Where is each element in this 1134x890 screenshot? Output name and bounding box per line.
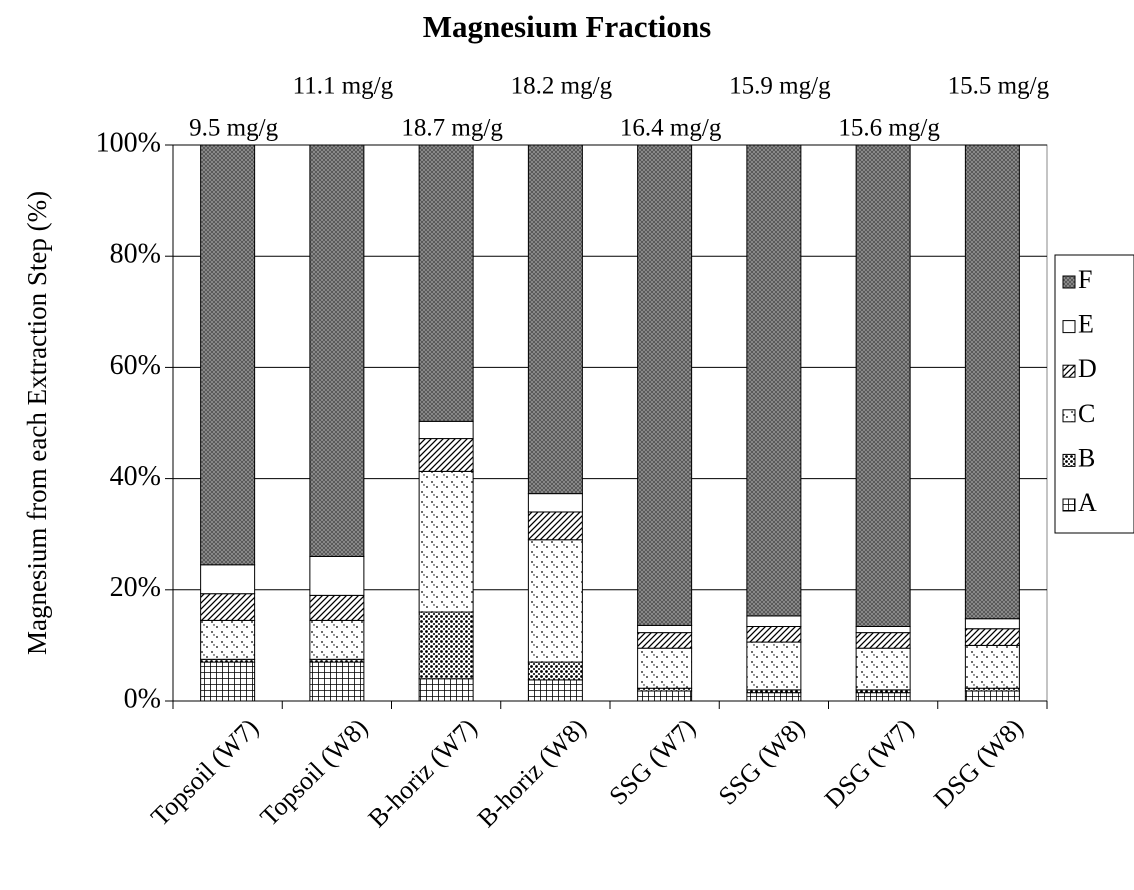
x-tick-label: Topsoil (W7) [145,713,264,832]
y-tick-label: 40% [110,461,161,492]
bar-segment [855,647,911,691]
x-tick-label: B-horiz (W8) [472,713,592,833]
bar-segment [200,619,256,660]
bar-segment [200,564,256,595]
bar-segment [527,493,583,513]
bar-segment [746,625,802,643]
bar-segment [418,611,474,680]
bar-segment [309,144,365,557]
legend-swatch [1062,275,1076,289]
bar-segment [200,593,256,621]
total-annotation: 15.9 mg/g [729,73,831,100]
bar-segment [964,618,1020,630]
x-tick-label: DSG (W7) [819,713,920,814]
chart-title: Magnesium Fractions [423,9,711,44]
y-tick-label: 20% [110,572,161,603]
legend-label: F [1078,265,1092,294]
bar-segment [527,539,583,663]
bar-segment [637,647,693,689]
bar-segment [309,555,365,596]
y-tick-label: 60% [110,350,161,381]
bar-segment [309,619,365,660]
legend-label: D [1078,354,1097,383]
legend-swatch [1062,364,1076,378]
x-tick-label: SSG (W7) [603,713,701,811]
legend-label: B [1078,443,1095,472]
plot-area [172,144,1048,702]
bar-segment [964,644,1020,689]
y-axis-label: Magnesium from each Extraction Step (%) [22,191,52,655]
total-annotation: 18.2 mg/g [511,73,613,100]
bar-segment [964,144,1020,620]
bar-segment [309,661,365,702]
bar-segment [746,692,802,702]
bar-segment [200,661,256,702]
bar-segment [527,144,583,495]
bar-segment [746,144,802,617]
legend-swatch [1062,453,1076,467]
legend-swatch [1062,498,1076,512]
bar-segment [855,144,911,627]
legend-label: A [1078,488,1097,517]
bar-segment [855,632,911,649]
total-annotation: 15.6 mg/g [838,115,940,142]
x-tick-label: SSG (W8) [713,713,811,811]
bar-segment [746,615,802,627]
legend-swatch [1062,409,1076,423]
x-tick-label: Topsoil (W8) [255,713,374,832]
bar-segment [527,661,583,681]
y-tick-label: 100% [96,127,161,158]
bar-segment [637,632,693,649]
total-annotation: 15.5 mg/g [948,73,1050,100]
bar-segment [637,144,693,626]
y-tick-label: 80% [110,239,161,270]
bar-segment [964,628,1020,646]
bar-segment [637,624,693,634]
legend-swatch [1062,320,1076,334]
bar-segment [855,692,911,702]
y-tick-label: 0% [124,683,161,714]
legend-label: E [1078,310,1094,339]
bar-segment [418,678,474,702]
bar-segment [418,438,474,472]
bar-segment [637,690,693,702]
bar-segment [418,144,474,422]
bar-segment [418,470,474,613]
total-annotation: 11.1 mg/g [293,73,394,100]
bar-segment [527,511,583,541]
bar-segment [527,679,583,702]
bar-segment [964,690,1020,702]
bar-segment [200,144,256,566]
total-annotation: 18.7 mg/g [401,115,503,142]
bar-segment [746,641,802,691]
x-tick-label: DSG (W8) [928,713,1029,814]
legend-label: C [1078,399,1095,428]
total-annotation: 9.5 mg/g [189,115,278,142]
legend-box [1054,254,1134,534]
bar-segment [855,625,911,634]
total-annotation: 16.4 mg/g [620,115,722,142]
bar-segment [418,420,474,440]
bar-segment [309,594,365,621]
x-tick-label: B-horiz (W7) [363,713,483,833]
